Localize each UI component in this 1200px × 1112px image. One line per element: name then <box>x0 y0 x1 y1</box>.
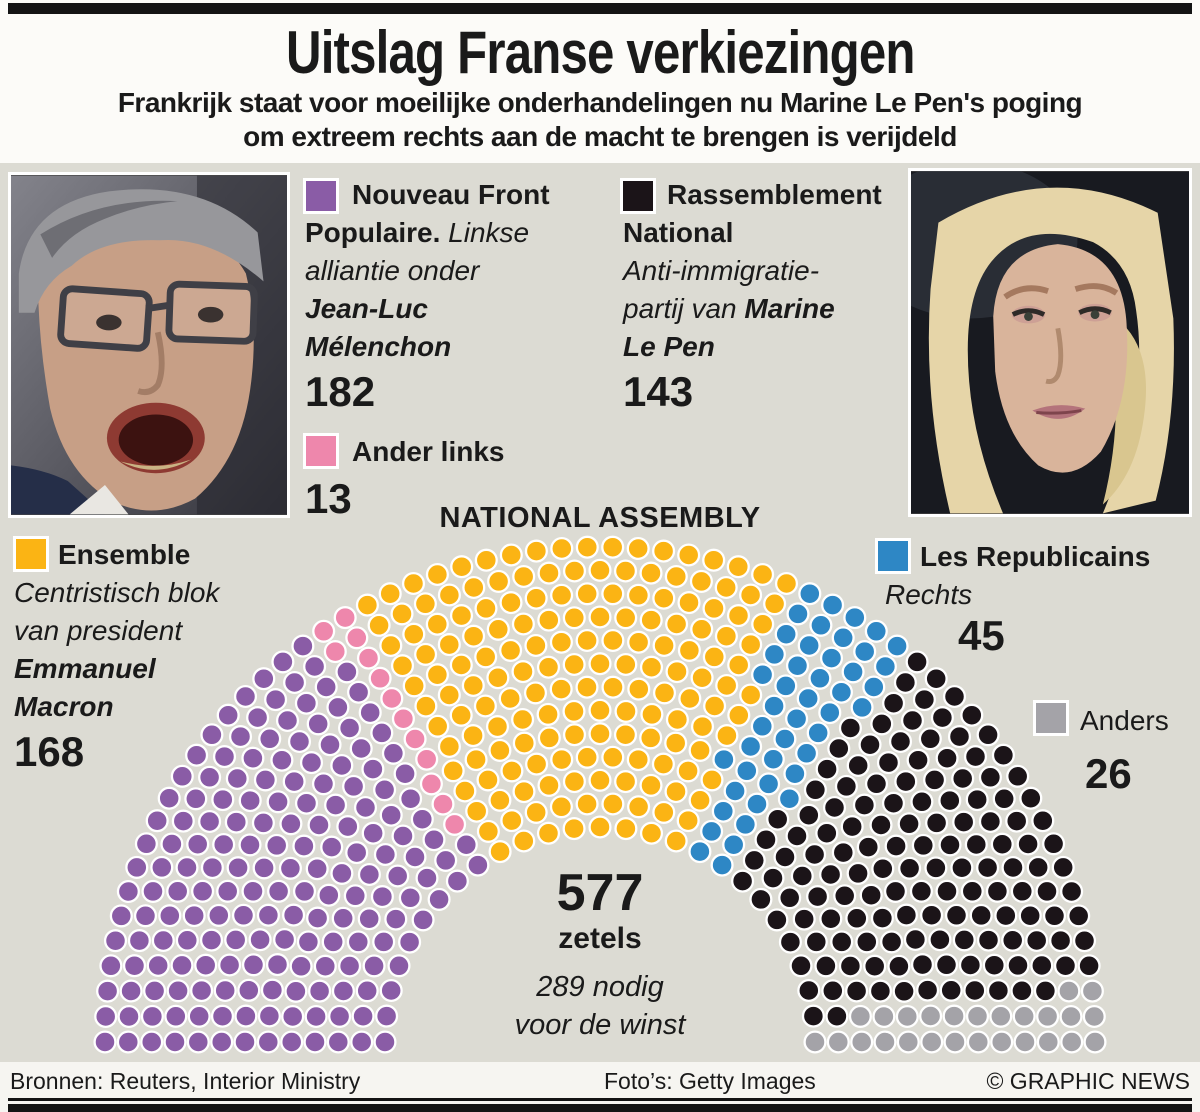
chart-title: NATIONAL ASSEMBLY <box>439 502 761 534</box>
legend-nouveau-front: Nouveau Front Populaire. Linkse allianti… <box>303 178 613 428</box>
legend-rassemblement: Rassemblement National Anti-immigratie- … <box>620 178 910 428</box>
legend-desc: Emmanuel <box>14 653 156 684</box>
legend-label: Nouveau Front <box>352 179 550 210</box>
subtitle-line1: Frankrijk staat voor moeilijke onderhand… <box>117 87 1083 118</box>
seat-count-ander-links: 13 <box>305 475 352 522</box>
color-swatch-nouveau-front <box>303 178 339 214</box>
color-swatch-ander-links <box>303 433 339 469</box>
legend-anders: Anders 26 <box>1033 700 1193 810</box>
legend-desc: Jean-Luc <box>305 293 428 324</box>
footer-brand: © GRAPHIC NEWS <box>986 1068 1190 1094</box>
total-seats-unit: zetels <box>558 922 642 955</box>
seat-count-nouveau-front: 182 <box>305 368 376 415</box>
bottom-rule <box>8 1104 1192 1112</box>
legend-desc: Le Pen <box>623 331 715 362</box>
seat-count-rassemblement: 143 <box>623 368 694 415</box>
legend-les-republicains: Les Republicains Rechts 45 <box>875 538 1195 668</box>
photo-lepen-illustration <box>911 171 1189 514</box>
legend-desc: Mélenchon <box>305 331 452 362</box>
seat-count-ensemble: 168 <box>14 728 85 775</box>
subtitle-line2: om extreem rechts aan de macht te brenge… <box>243 121 957 152</box>
photo-lepen <box>908 168 1192 517</box>
legend-desc: alliantie onder <box>305 255 480 286</box>
footer-photo-credit: Foto’s: Getty Images <box>604 1068 816 1094</box>
top-rule <box>8 3 1192 14</box>
subtitle: Frankrijk staat voor moeilijke onderhand… <box>0 86 1200 154</box>
photo-melenchon-illustration <box>11 175 287 515</box>
footer-strip <box>0 1062 1200 1112</box>
legend-label: Ander links <box>352 436 505 467</box>
photo-melenchon <box>8 172 290 518</box>
legend-label: Les Republicains <box>920 541 1151 572</box>
legend-label: National <box>623 217 734 248</box>
total-seats: 577 <box>556 864 644 922</box>
legend-label: Ensemble <box>58 539 191 570</box>
legend-label: Anders <box>1080 705 1169 736</box>
majority-note-line1: 289 nodig <box>536 971 664 1003</box>
legend-desc: Anti-immigratie- <box>623 255 820 286</box>
legend-desc: partij van Marine <box>623 293 835 324</box>
legend-ensemble: Ensemble Centristisch blok van president… <box>13 536 293 786</box>
legend-desc: Macron <box>14 691 114 722</box>
seat-count-les-republicains: 45 <box>958 612 1005 659</box>
legend-label: Rassemblement <box>667 179 882 210</box>
legend-ander-links: Ander links 13 <box>303 433 563 533</box>
footer-thin-rule <box>8 1098 1192 1101</box>
legend-desc: van president <box>14 615 183 646</box>
legend-label: Populaire. Linkse <box>305 217 530 248</box>
legend-desc: Rechts <box>885 579 973 610</box>
color-swatch-rassemblement <box>620 178 656 214</box>
color-swatch-les-republicains <box>875 538 911 574</box>
footer-sources: Bronnen: Reuters, Interior Ministry <box>10 1068 361 1094</box>
seat-count-anders: 26 <box>1085 750 1132 797</box>
majority-note-line2: voor de winst <box>514 1009 686 1041</box>
color-swatch-ensemble <box>13 536 49 572</box>
legend-desc: Centristisch blok <box>14 577 220 608</box>
color-swatch-anders <box>1033 700 1069 736</box>
page-title: Uitslag Franse verkiezingen <box>285 19 915 86</box>
